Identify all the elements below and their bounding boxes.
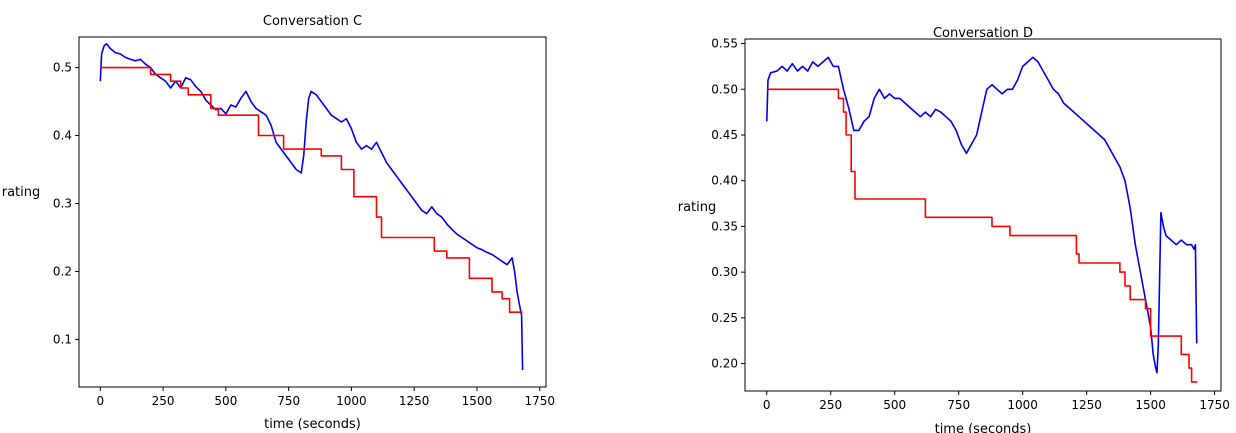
- x-tick-label: 750: [277, 394, 300, 408]
- x-tick-label: 1500: [462, 394, 493, 408]
- plot-frame: [78, 36, 547, 388]
- chart-conversation-d: Conversation D 0 250 500 750 1000 1250 1500 1750…: [678, 26, 1230, 433]
- y-tick-label: 0.55: [711, 37, 738, 51]
- y-tick-label: 0.2: [53, 264, 72, 278]
- x-tick-label: 0: [763, 398, 771, 412]
- series-line-red: [100, 66, 523, 313]
- y-tick-label: 0.20: [711, 357, 738, 371]
- x-tick-label: 250: [152, 394, 175, 408]
- y-tick-label: 0.3: [53, 197, 72, 211]
- x-axis-label: time (seconds): [935, 422, 1032, 433]
- y-axis-label: rating: [678, 200, 717, 215]
- y-tick-label: 0.30: [711, 265, 738, 279]
- x-tick-label: 1500: [1135, 398, 1166, 412]
- y-tick-label: 0.5: [53, 61, 72, 75]
- x-tick-label: 1000: [1007, 398, 1038, 412]
- y-tick-label: 0.50: [711, 82, 738, 96]
- y-tick-label: 0.25: [711, 311, 738, 325]
- y-tick-label: 0.45: [711, 128, 738, 142]
- x-tick-label: 1250: [399, 394, 430, 408]
- y-tick-label: 0.35: [711, 219, 738, 233]
- series-line-red: [766, 88, 1198, 383]
- y-tick-label: 0.1: [53, 332, 72, 346]
- x-tick-label: 1750: [524, 394, 555, 408]
- x-tick-label: 750: [947, 398, 970, 412]
- x-tick-label: 1000: [336, 394, 367, 408]
- series-line-blue: [99, 43, 524, 371]
- x-tick-label: 1750: [1199, 398, 1230, 412]
- x-axis-label: time (seconds): [264, 417, 361, 432]
- y-tick-label: 0.40: [711, 174, 738, 188]
- y-axis-label: rating: [2, 185, 41, 200]
- chart-conversation-c: Conversation C 0 250 500 750 1000 1250 1500 1750…: [2, 14, 555, 432]
- x-tick-label: 500: [883, 398, 906, 412]
- chart-title: Conversation C: [263, 14, 362, 29]
- x-tick-label: 500: [214, 394, 237, 408]
- chart-title: Conversation D: [933, 26, 1033, 41]
- series-line-blue: [766, 56, 1198, 374]
- y-tick-label: 0.4: [53, 129, 72, 143]
- plot-frame: [744, 38, 1222, 392]
- x-tick-label: 250: [819, 398, 842, 412]
- x-tick-label: 0: [97, 394, 105, 408]
- x-tick-label: 1250: [1071, 398, 1102, 412]
